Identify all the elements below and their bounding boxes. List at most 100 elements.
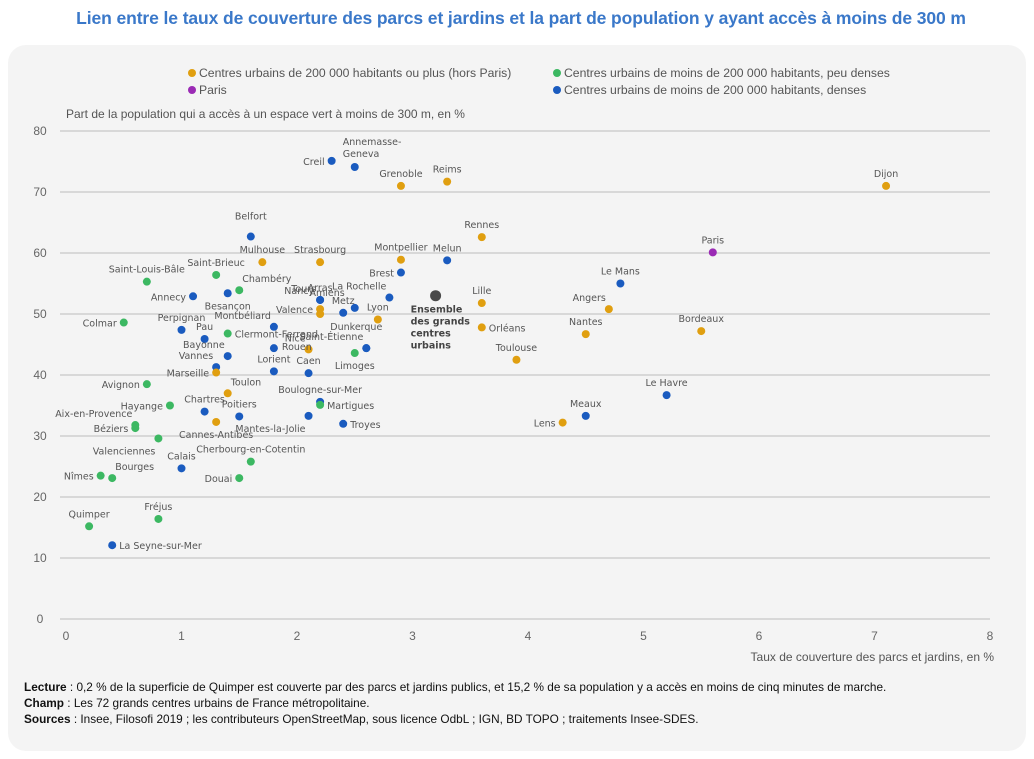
data-point[interactable]: Lens (4.3 ; 32.2) [558,418,567,427]
data-point[interactable]: Saint-Louis-Bâle (0.7 ; 55.3) [142,277,151,286]
data-point[interactable]: Dijon (7.1 ; 71) [882,181,891,190]
data-point[interactable]: Clermont-Ferrand (1.4 ; 46.8) [223,329,232,338]
data-point[interactable]: Montbéliard (1.8 ; 47.9) [269,322,278,331]
data-point[interactable]: La Rochelle (2.8 ; 52.7) [385,293,394,302]
data-point[interactable]: Mantes-la-Jolie (2.1 ; 33.3) [304,411,313,420]
data-point[interactable]: Mulhouse (1.7 ; 58.5) [258,258,267,267]
data-point[interactable]: Paris (5.6 ; 60.1) [708,248,717,257]
data-point[interactable]: Metz (2.4 ; 50.2) [339,308,348,317]
data-point[interactable]: Amiens (2.5 ; 51) [350,303,359,312]
data-point[interactable]: Nice (2.1 ; 44.2) [304,345,313,354]
point-label: Rouen [282,342,312,353]
point-label: Boulogne-sur-Mer [278,385,362,396]
data-point[interactable]: Tours (2.2 ; 50) [316,310,325,318]
point-label: Orléans [489,323,526,334]
legend-label: Centres urbains de moins de 200 000 habi… [564,83,867,97]
data-point[interactable]: Cherbourg-en-Cotentin (1.6 ; 25.8) [246,457,255,466]
x-tick-label: 5 [640,629,647,643]
point-label: Belfort [235,212,267,223]
chart-title: Lien entre le taux de couverture des par… [76,8,966,28]
data-point[interactable]: Bayonne (1.4 ; 43.1) [223,352,232,361]
data-point[interactable]: Vannes (1.3 ; 41.3) [212,363,221,372]
point-label: Valence [276,305,313,316]
data-point[interactable]: Béziers (0.6 ; 31.3) [131,424,140,433]
data-point[interactable]: Angers (4.7 ; 50.8) [604,305,613,314]
data-point[interactable]: Cannes-Antibes (1.3 ; 32.3) [212,417,221,426]
data-point[interactable]: Brest (2.9 ; 56.8) [396,268,405,277]
data-point[interactable]: La Seyne-sur-Mer (0.4 ; 12.1) [108,541,117,550]
data-point[interactable]: Pau (1.2 ; 45.9) [200,335,209,344]
point-label: Tours [290,284,316,295]
data-point[interactable]: Lille (3.6 ; 51.8) [477,299,486,308]
y-tick-label: 50 [33,307,47,321]
data-point[interactable]: Besançon (1.4 ; 53.4) [223,289,232,298]
point-labels: Creil Annemasse-Geneva Grenoble Reims Dijon B… [55,137,898,552]
data-point[interactable]: Rennes (3.6 ; 62.6) [477,233,486,242]
x-axis-label: Taux de couverture des parcs et jardins,… [751,650,995,664]
data-point[interactable]: Troyes (2.4 ; 32) [339,419,348,428]
x-tick-labels: 0 1 2 3 4 5 6 7 8 [63,629,994,643]
data-point[interactable]: Bordeaux (5.5 ; 47.2) [697,327,706,336]
point-label: Béziers [94,424,129,435]
data-point[interactable]: Marseille (1.3 ; 40.4) [212,368,221,377]
point-label: Marseille [167,369,210,380]
data-point[interactable]: Saint-Brieuc (1.3 ; 56.4) [212,270,221,279]
overall-label: urbains [411,341,452,352]
y-tick-labels: 0 10 20 30 40 50 60 70 80 [33,124,47,626]
x-tick-label: 8 [987,629,994,643]
data-point[interactable]: Avignon (0.7 ; 38.5) [142,380,151,389]
data-point[interactable]: Toulon (1.4 ; 37) [223,389,232,398]
data-point[interactable]: Belfort (1.6 ; 62.7) [246,232,255,241]
data-point[interactable]: Reims (3.3 ; 71.7) [443,177,452,186]
data-point[interactable]: Montpellier (2.9 ; 58.9) [396,255,405,264]
data-point[interactable]: Creil (2.3 ; 75.1) [327,156,336,165]
point-label: Dijon [874,169,898,180]
data-point[interactable]: Toulouse (3.9 ; 42.5) [512,355,521,364]
data-point[interactable]: Melun (3.3 ; 58.8) [443,256,452,265]
data-point[interactable]: Hayange (0.9 ; 35) [165,401,174,410]
data-point[interactable]: Le Mans (4.8 ; 55) [616,279,625,288]
point-label: Reims [433,165,462,176]
point-label: Paris [701,235,724,246]
data-point[interactable]: Annecy (1.1 ; 52.9) [189,292,198,301]
data-point[interactable]: Le Havre (5.2 ; 36.7) [662,391,671,400]
overall-point[interactable] [430,290,442,302]
data-point[interactable]: Limoges (2.5 ; 43.6) [350,349,359,358]
data-point[interactable]: Caen (2.1 ; 40.3) [304,369,313,378]
data-point[interactable]: Grenoble (2.9 ; 71) [396,181,405,190]
point-label: Calais [167,451,196,462]
data-point[interactable]: Lyon (2.7 ; 49.1) [373,315,382,324]
point-label: Chambéry [242,274,292,285]
data-point[interactable]: Rouen (1.8 ; 44.4) [269,344,278,353]
data-point[interactable]: Orléans (3.6 ; 47.8) [477,323,486,332]
data-point[interactable]: Perpignan (1 ; 47.4) [177,325,186,334]
data-point[interactable]: Strasbourg (2.2 ; 58.5) [316,258,325,267]
data-point[interactable]: Chartres (1.2 ; 34) [200,407,209,416]
data-point[interactable]: Martigues (2.2 ; 35.1) [316,400,325,409]
data-point[interactable]: Colmar (0.5 ; 48.6) [119,318,128,327]
data-point[interactable]: Douai (1.5 ; 23.1) [235,474,244,483]
data-point[interactable]: Nancy (2.2 ; 52.3) [316,295,325,304]
note-lecture: Lecture : 0,2 % de la superficie de Quim… [24,680,887,694]
data-point[interactable]: Saint-Étienne (2.6 ; 44.4) [362,344,371,353]
point-label: La Rochelle [332,282,386,293]
point-label: Nancy [284,286,314,297]
data-point[interactable]: Quimper (0.2 ; 15.2) [85,522,94,531]
point-label: Arras [308,283,333,294]
data-point[interactable]: Poitiers (1.5 ; 33.2) [235,412,244,421]
x-tick-label: 4 [525,629,532,643]
x-tick-label: 0 [63,629,70,643]
data-point[interactable]: Annemasse-Geneva (2.5 ; 74.1) [350,162,359,171]
data-point[interactable]: Nîmes (0.3 ; 23.5) [96,471,105,480]
data-point[interactable]: Meaux (4.5 ; 33.3) [581,411,590,420]
data-point[interactable]: Calais (1 ; 24.7) [177,464,186,473]
data-point[interactable]: Fréjus (0.8 ; 16.4) [154,514,163,523]
data-point[interactable]: Bourges (0.4 ; 23.1) [108,474,117,483]
data-point[interactable]: Lorient (1.8 ; 40.6) [269,367,278,376]
data-point[interactable]: Nantes (4.5 ; 46.7) [581,330,590,339]
data-point[interactable]: Valenciennes (0.8 ; 29.6) [154,434,163,443]
point-label: Aix-en-Provence [55,409,132,420]
legend-label: Paris [199,83,227,97]
data-point[interactable]: Chambéry (1.5 ; 53.9) [235,286,244,295]
